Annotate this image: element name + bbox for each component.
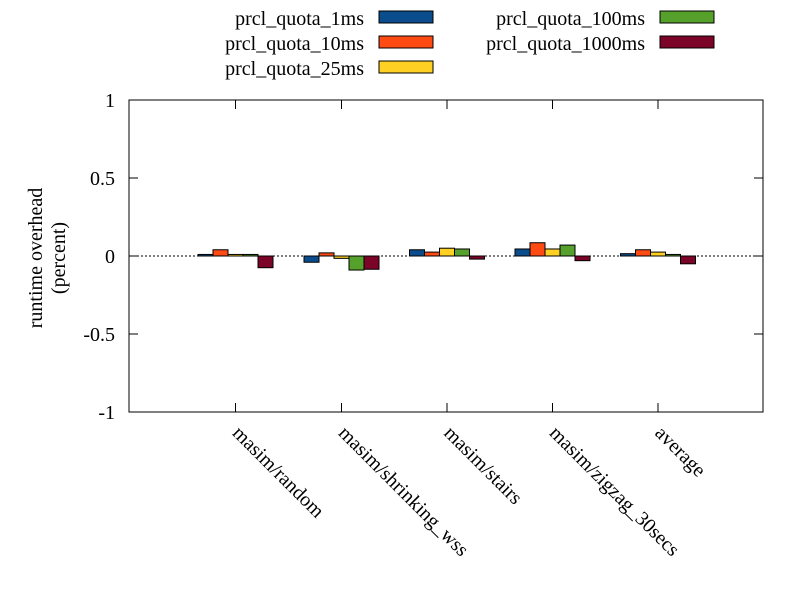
bar-prcl_quota_1ms bbox=[303, 255, 320, 263]
legend-label: prcl_quota_1ms bbox=[235, 8, 364, 30]
x-category-label: average bbox=[650, 422, 710, 482]
bar-prcl_quota_10ms bbox=[424, 251, 440, 257]
bar-prcl_quota_10ms bbox=[318, 252, 335, 257]
bar-prcl_quota_1000ms bbox=[469, 255, 485, 260]
y-axis: 1 0.5 0 -0.5 -1 bbox=[83, 90, 763, 424]
legend-label: prcl_quota_10ms bbox=[225, 33, 364, 55]
bar-prcl_quota_1000ms bbox=[257, 255, 274, 269]
plot-area: 1 0.5 0 -0.5 -1 masim/random masim/shrinking_… bbox=[83, 90, 764, 561]
bar-prcl_quota_10ms bbox=[212, 249, 229, 257]
bar-prcl_quota_100ms bbox=[665, 253, 681, 257]
bar-prcl_quota_1000ms bbox=[680, 255, 696, 265]
legend-label: prcl_quota_100ms bbox=[496, 8, 645, 30]
bar-prcl_quota_10ms bbox=[529, 242, 546, 257]
bar-prcl_quota_25ms bbox=[333, 255, 350, 259]
legend-swatch bbox=[378, 10, 434, 24]
bar-prcl_quota_100ms bbox=[242, 253, 259, 257]
x-category-label: masim/stairs bbox=[439, 422, 526, 509]
bar-prcl_quota_25ms bbox=[227, 253, 244, 257]
y-tick-label: 0 bbox=[105, 246, 115, 268]
bar-prcl_quota_1ms bbox=[620, 253, 636, 257]
y-tick-label: 0.5 bbox=[90, 168, 115, 190]
bar-prcl_quota_10ms bbox=[635, 249, 651, 257]
bar-prcl_quota_1ms bbox=[409, 249, 425, 257]
y-tick-label: 1 bbox=[105, 90, 115, 112]
y-axis-label-line: (percent) bbox=[48, 222, 70, 294]
bar-prcl_quota_100ms bbox=[559, 244, 576, 257]
legend-swatch bbox=[378, 35, 434, 49]
bar-prcl_quota_1ms bbox=[197, 253, 214, 257]
y-tick-label: -1 bbox=[98, 402, 115, 424]
legend: prcl_quota_1ms prcl_quota_10ms prcl_quota_… bbox=[225, 8, 715, 80]
x-category-label: masim/random bbox=[228, 422, 329, 523]
y-tick-label: -0.5 bbox=[83, 324, 115, 346]
legend-label: prcl_quota_25ms bbox=[225, 58, 364, 80]
y-axis-label: runtime overhead(percent) bbox=[25, 188, 70, 329]
legend-swatch bbox=[659, 35, 715, 49]
bar-prcl_quota_1000ms bbox=[574, 255, 591, 262]
bar-prcl_quota_1ms bbox=[514, 248, 531, 257]
x-axis: masim/random masim/shrinking_wssmasim/sta… bbox=[228, 100, 710, 561]
legend-swatch bbox=[659, 10, 715, 24]
bar-prcl_quota_25ms bbox=[544, 248, 561, 257]
legend-label: prcl_quota_1000ms bbox=[486, 33, 645, 55]
bars bbox=[197, 242, 696, 271]
bar-prcl_quota_100ms bbox=[454, 248, 470, 257]
bar-prcl_quota_25ms bbox=[439, 247, 455, 257]
bar-prcl_quota_1000ms bbox=[363, 255, 380, 270]
bar-prcl_quota_25ms bbox=[650, 251, 666, 257]
legend-swatch bbox=[378, 60, 434, 74]
bar-prcl_quota_100ms bbox=[348, 255, 365, 271]
y-axis-label-line: runtime overhead bbox=[25, 188, 47, 329]
